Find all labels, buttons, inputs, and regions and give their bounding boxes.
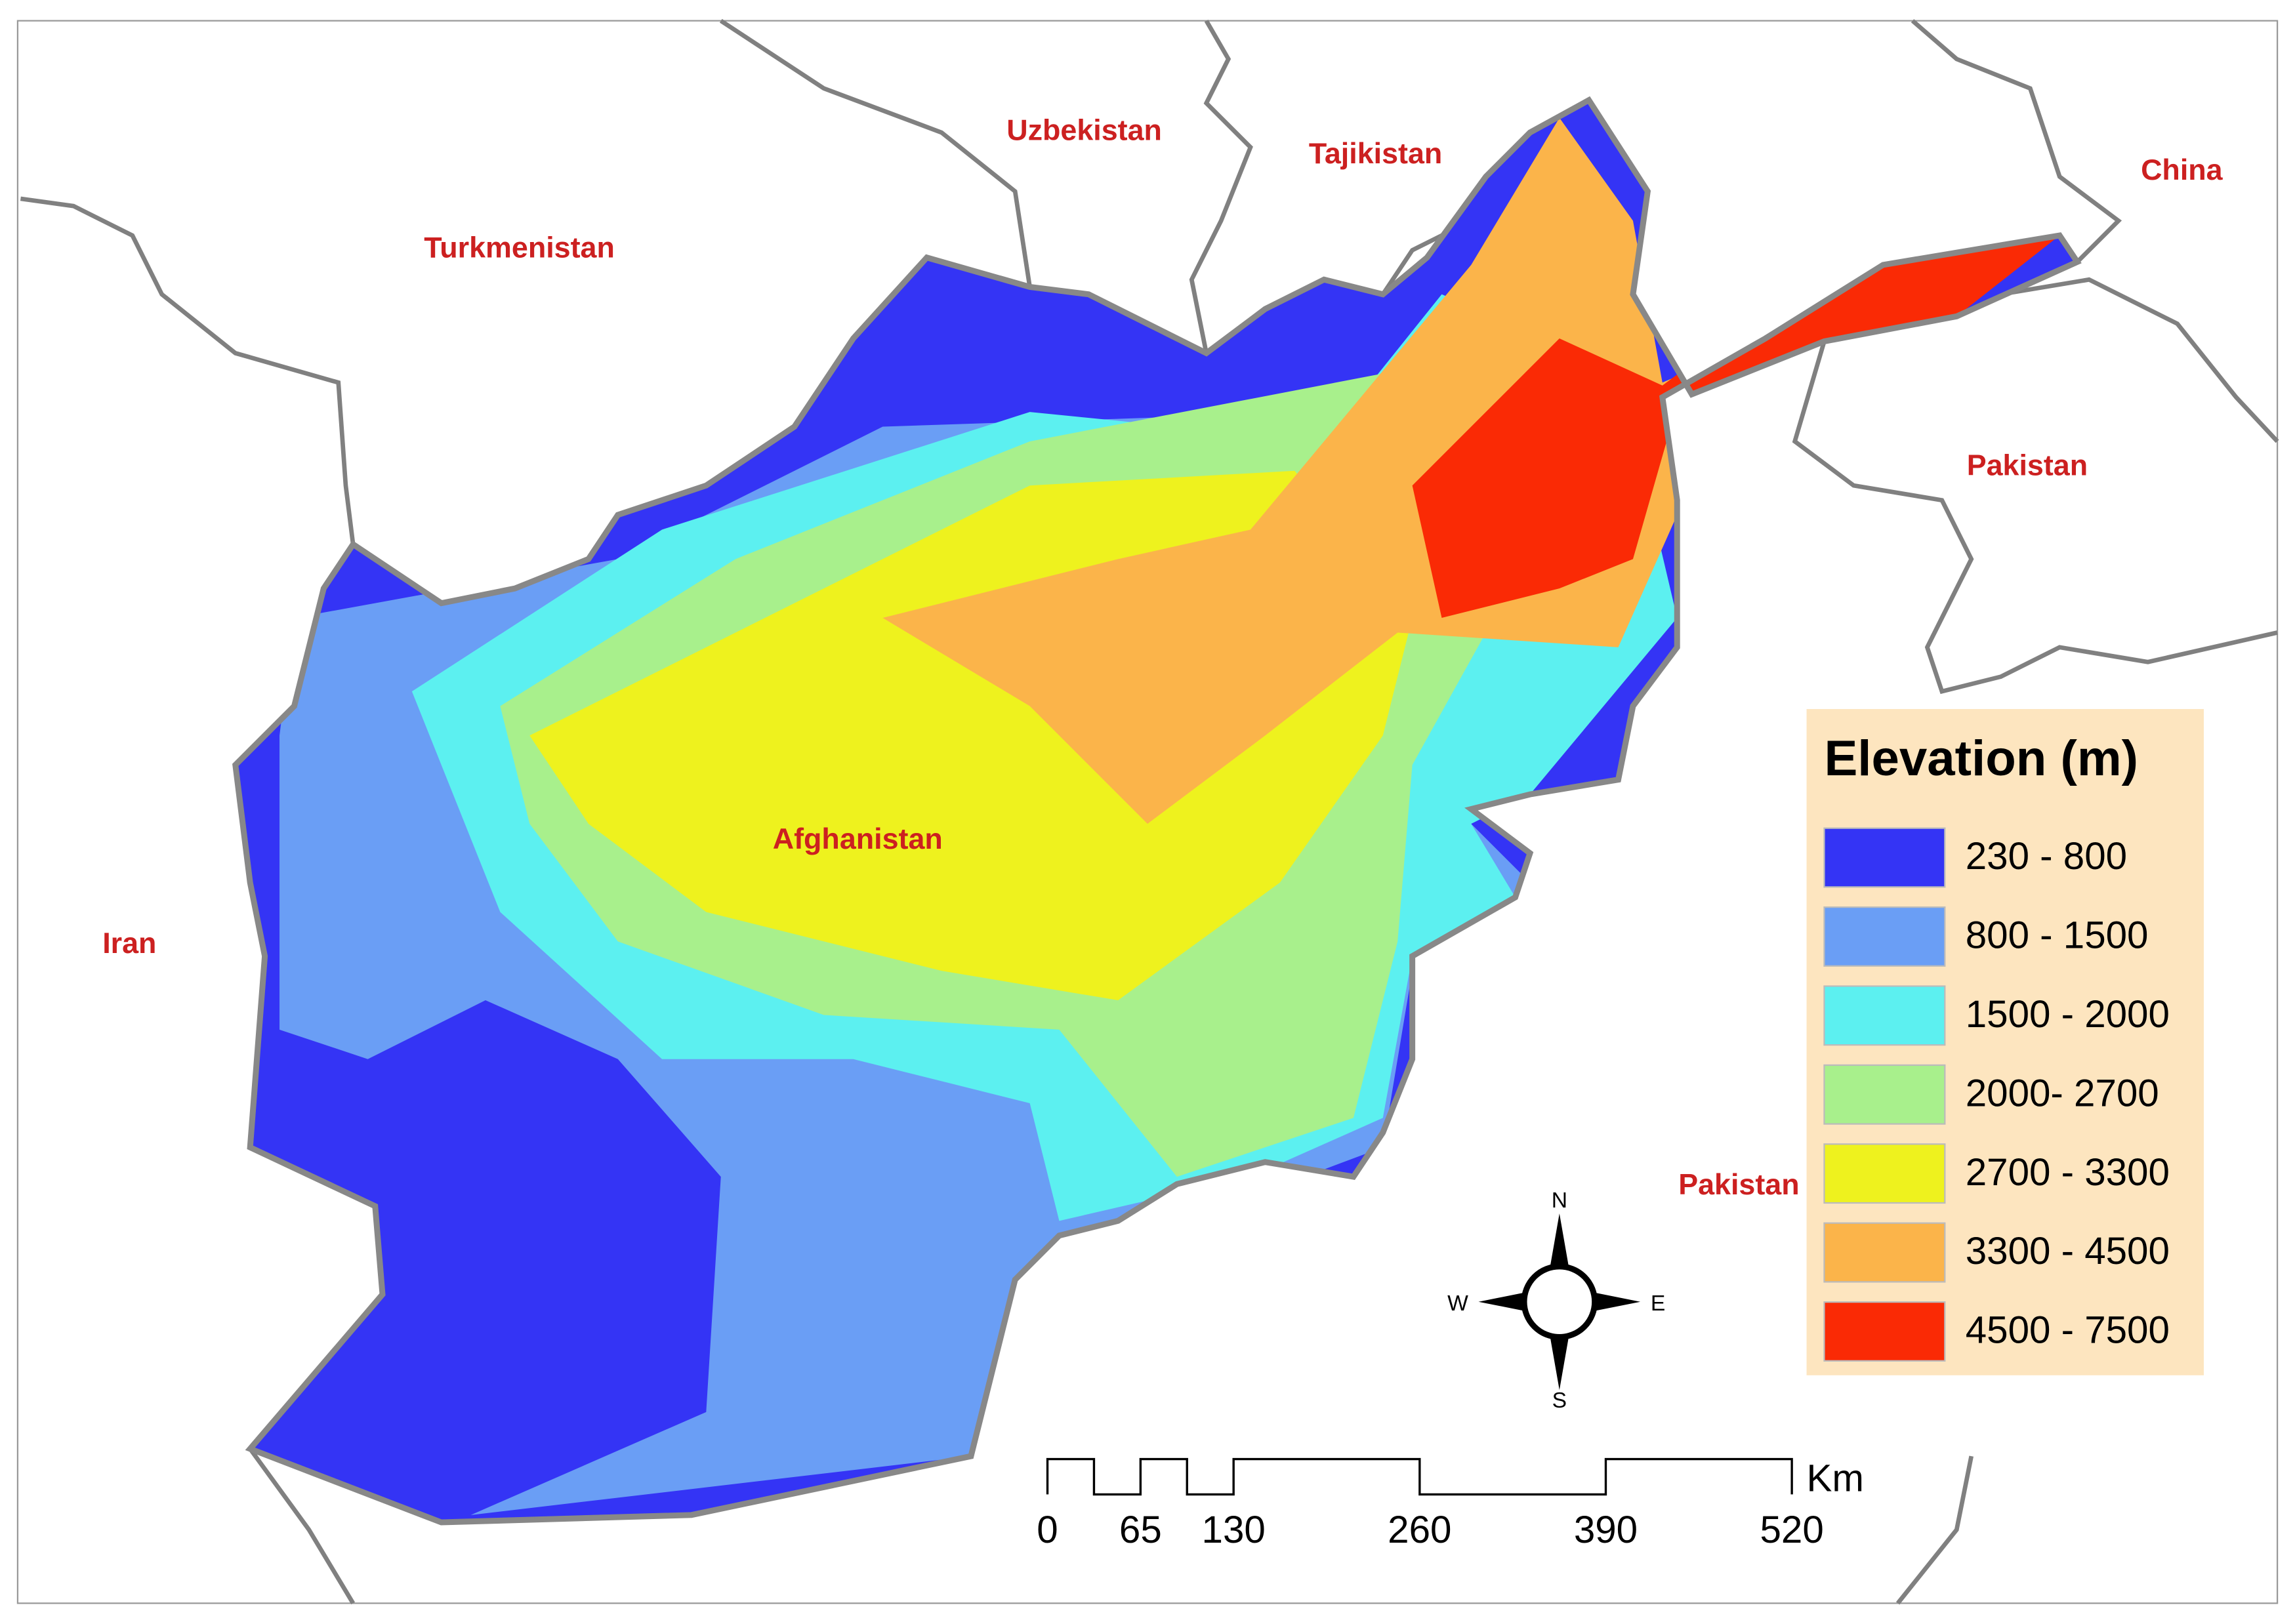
legend-label: 2000- 2700 [1966, 1072, 2159, 1114]
scale-label: 260 [1388, 1509, 1451, 1551]
country-label: Turkmenistan [424, 231, 615, 264]
country-label: Pakistan [1678, 1167, 1799, 1201]
scale-label: 0 [1037, 1509, 1058, 1551]
legend-label: 800 - 1500 [1966, 914, 2149, 957]
compass-ring [1521, 1263, 1598, 1340]
afghanistan-border [232, 96, 2082, 1526]
legend: Elevation (m) 230 - 800 800 - 1500 1500 - … [1806, 709, 2204, 1375]
scale-line [1046, 1457, 1793, 1496]
compass: N E S W [1447, 1188, 1665, 1413]
country-label: Uzbekistan [1006, 113, 1162, 146]
country-label: Afghanistan [773, 822, 943, 855]
legend-swatch [1823, 985, 1946, 1046]
legend-label: 1500 - 2000 [1966, 993, 2170, 1036]
legend-swatch [1823, 1222, 1946, 1283]
country-label: Pakistan [1967, 449, 2088, 482]
compass-e: E [1651, 1291, 1665, 1316]
compass-w: W [1447, 1291, 1468, 1316]
legend-title: Elevation (m) [1824, 731, 2138, 786]
legend-label: 4500 - 7500 [1966, 1309, 2170, 1352]
legend-swatch [1823, 906, 1946, 967]
legend-label: 3300 - 4500 [1966, 1230, 2170, 1272]
neighbor-borders [20, 18, 2279, 1605]
legend-label: 230 - 800 [1966, 835, 2127, 878]
legend-swatch [1823, 1064, 1946, 1125]
compass-arrow [1588, 1291, 1641, 1312]
country-label: Tajikistan [1309, 136, 1442, 170]
country-label: China [2141, 153, 2223, 186]
country-labels: Uzbekistan Tajikistan China Turkmenistan Pak… [102, 113, 2223, 1201]
compass-arrow [1478, 1291, 1530, 1312]
legend-label: 2700 - 3300 [1966, 1151, 2170, 1194]
legend-swatch [1823, 1143, 1946, 1204]
compass-arrow [1549, 1213, 1570, 1272]
scale-label: 65 [1119, 1509, 1162, 1551]
legend-swatch [1823, 1301, 1946, 1362]
scale-label: 130 [1202, 1509, 1266, 1551]
scale-unit: Km [1807, 1457, 1864, 1500]
legend-swatch [1823, 827, 1946, 888]
scale-bar: 0 65 130 260 390 520 Km [1037, 1457, 1864, 1551]
scale-label: 520 [1760, 1509, 1823, 1551]
country-label: Iran [102, 926, 156, 960]
compass-arrow [1549, 1331, 1570, 1391]
band-fill [882, 117, 1912, 824]
scale-label: 390 [1574, 1509, 1638, 1551]
compass-s: S [1552, 1389, 1567, 1413]
compass-n: N [1552, 1188, 1567, 1213]
